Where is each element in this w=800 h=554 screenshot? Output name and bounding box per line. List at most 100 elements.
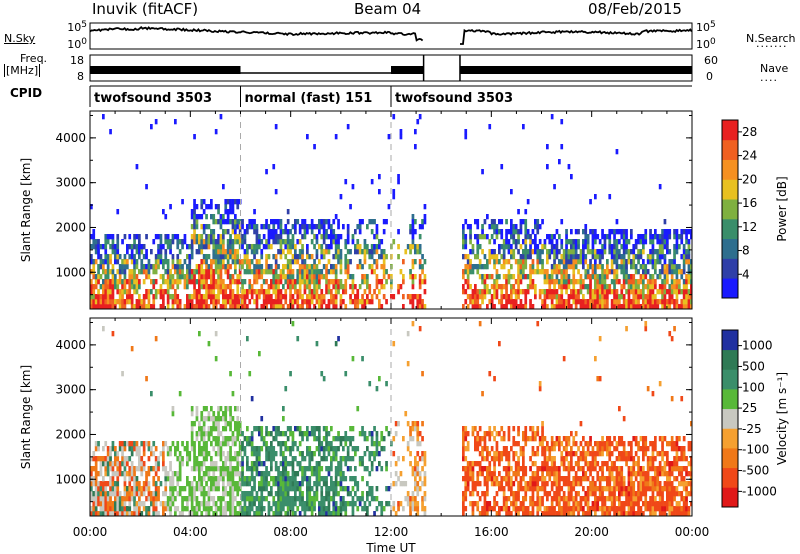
data-cell [356, 299, 360, 305]
data-cell [471, 511, 475, 516]
data-cell [567, 496, 571, 502]
data-cell [380, 249, 384, 255]
data-cell [608, 511, 612, 516]
data-cell [229, 249, 232, 255]
data-cell [610, 451, 614, 457]
data-cell [186, 294, 189, 300]
data-cell [402, 294, 405, 300]
data-cell [214, 129, 218, 135]
data-cell [154, 336, 158, 342]
data-cell [207, 451, 211, 457]
data-cell [310, 229, 314, 235]
data-cell [474, 461, 477, 467]
data-cell [157, 244, 160, 250]
data-cell [586, 486, 590, 492]
data-cell [214, 259, 218, 265]
data-cell [231, 219, 235, 225]
data-cell [154, 119, 158, 125]
data-cell [646, 294, 650, 300]
data-cell [620, 254, 624, 260]
data-cell [570, 496, 573, 502]
data-cell [250, 496, 254, 502]
data-cell [126, 249, 129, 255]
data-cell [296, 269, 300, 275]
data-cell [291, 481, 295, 487]
data-cell [531, 284, 535, 290]
data-cell [210, 481, 213, 487]
data-cell [330, 466, 333, 472]
data-cell [142, 481, 146, 487]
data-cell [339, 234, 343, 240]
data-cell [313, 491, 316, 497]
data-cell [601, 269, 604, 275]
data-cell [471, 431, 475, 437]
data-cell [639, 279, 643, 285]
data-cell [675, 294, 679, 300]
data-cell [493, 304, 496, 309]
data-cell [152, 466, 156, 472]
data-cell [154, 471, 158, 477]
data-cell [222, 294, 225, 300]
data-cell [282, 294, 285, 300]
data-cell [226, 451, 230, 457]
data-cell [514, 476, 518, 482]
data-cell [498, 471, 501, 477]
data-cell [224, 254, 228, 260]
data-cell [663, 234, 667, 240]
data-cell [229, 501, 232, 507]
data-cell [387, 501, 391, 507]
data-cell [490, 431, 494, 437]
data-cell [493, 289, 496, 295]
data-cell [570, 456, 573, 462]
data-cell [346, 486, 350, 492]
data-cell [248, 299, 252, 305]
data-cell [476, 506, 480, 512]
data-cell [368, 456, 372, 462]
data-cell [145, 264, 148, 270]
data-cell [253, 224, 256, 230]
data-cell [162, 446, 165, 452]
data-cell [219, 431, 223, 437]
data-cell [298, 274, 302, 280]
data-cell [560, 239, 564, 245]
data-cell [536, 481, 540, 487]
data-cell [315, 471, 319, 477]
data-cell [567, 299, 571, 305]
data-cell [202, 224, 206, 230]
data-cell [342, 496, 345, 502]
data-cell [522, 431, 525, 437]
data-cell [349, 284, 352, 290]
data-cell [301, 481, 304, 487]
data-cell [320, 506, 324, 512]
data-cell [406, 361, 410, 367]
data-cell [133, 259, 136, 265]
data-cell [222, 184, 225, 190]
data-cell [102, 326, 105, 332]
data-cell [291, 496, 295, 502]
data-cell [320, 466, 324, 472]
data-cell [502, 431, 506, 437]
data-cell [603, 511, 607, 516]
data-cell [670, 284, 674, 290]
data-cell [200, 491, 204, 497]
data-cell [291, 461, 295, 467]
data-cell [164, 234, 168, 240]
data-cell [152, 299, 156, 305]
data-cell [207, 274, 211, 280]
data-cell [219, 451, 223, 457]
data-cell [330, 239, 333, 245]
data-cell [241, 239, 244, 245]
data-cell [586, 511, 590, 516]
data-cell [130, 304, 134, 309]
data-cell [178, 471, 182, 477]
data-cell [246, 426, 249, 432]
data-cell [133, 441, 136, 447]
data-cell [159, 254, 163, 260]
data-cell [176, 264, 180, 270]
data-cell [284, 481, 288, 487]
data-cell [380, 446, 384, 452]
data-cell [214, 511, 218, 516]
data-cell [130, 476, 134, 482]
data-cell [90, 294, 93, 300]
data-cell [368, 299, 372, 305]
